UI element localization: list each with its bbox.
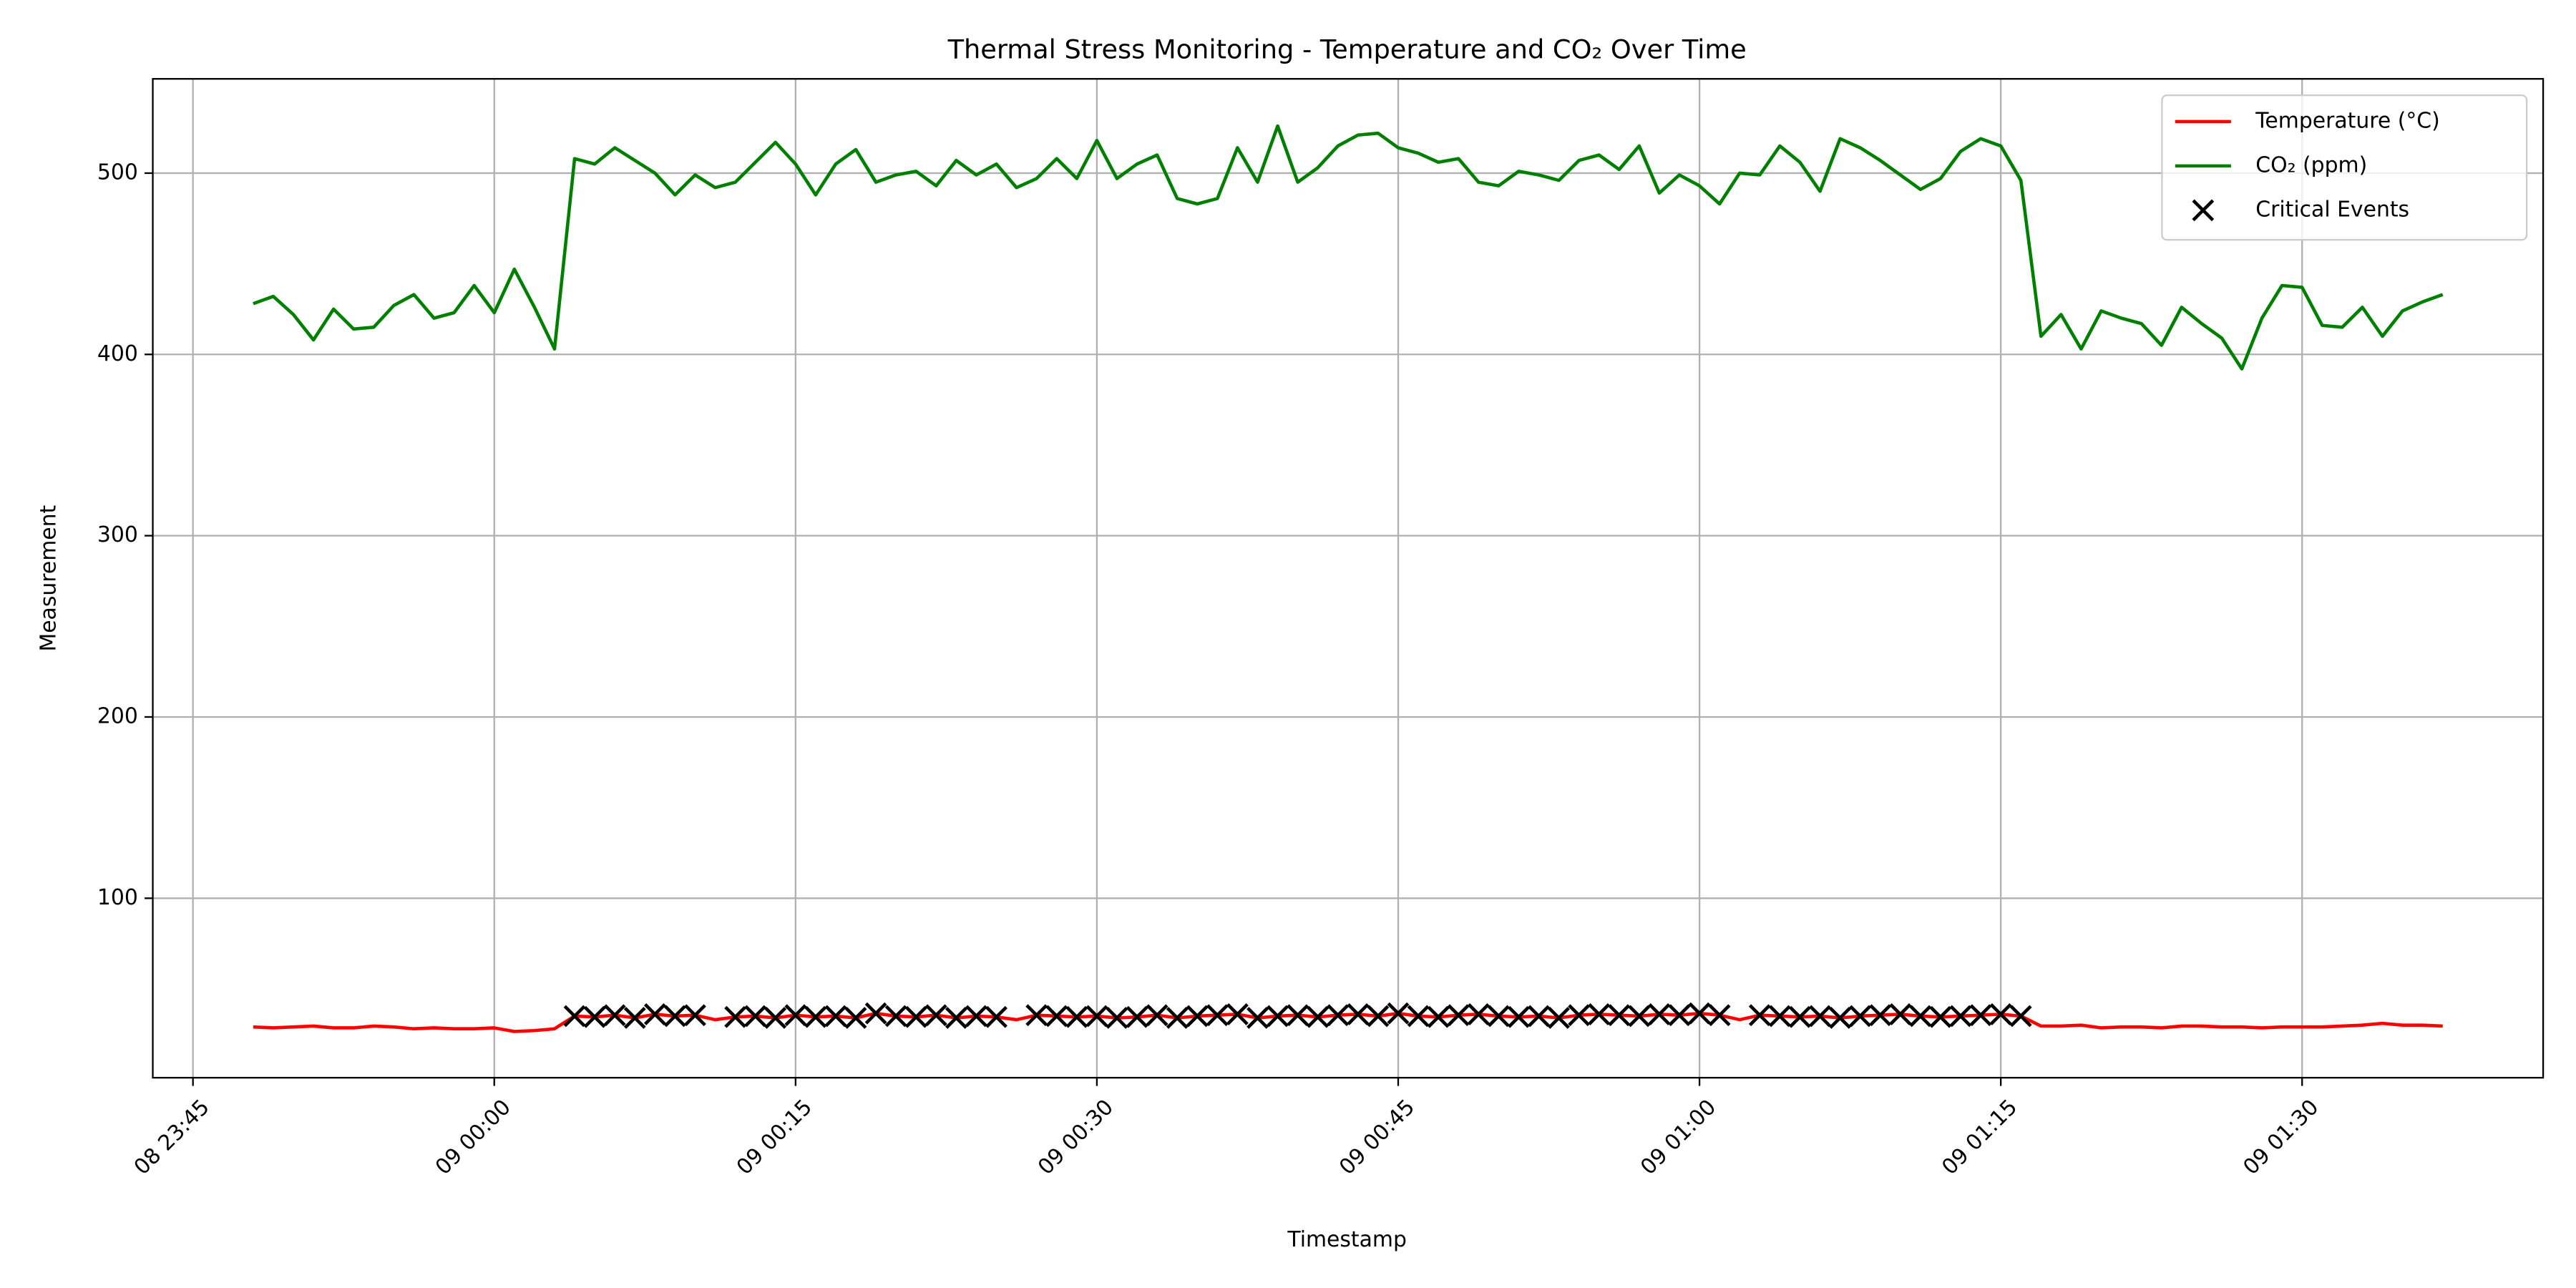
event-marker	[1206, 1004, 1229, 1027]
event-marker	[623, 1007, 646, 1029]
y-tick-label: 100	[97, 885, 138, 910]
event-marker	[884, 1005, 907, 1028]
plot-frame	[152, 78, 2545, 1079]
event-marker	[1849, 1005, 1872, 1028]
event-marker	[904, 1005, 927, 1028]
data-line	[253, 1011, 2443, 1033]
event-marker	[1809, 1005, 1831, 1028]
event-marker	[1628, 1005, 1651, 1028]
y-tick-label: 200	[97, 703, 138, 728]
event-marker	[924, 1004, 947, 1027]
event-marker	[1246, 1007, 1269, 1029]
event-marker	[1568, 1004, 1591, 1027]
y-axis-label: Measurement	[36, 505, 61, 652]
event-marker	[1287, 1004, 1309, 1027]
event-marker	[1929, 1005, 1952, 1028]
event-marker	[1025, 1004, 1048, 1027]
chart-title: Thermal Stress Monitoring - Temperature …	[947, 34, 1747, 65]
event-marker	[1829, 1007, 1851, 1029]
event-marker	[2009, 1005, 2032, 1028]
event-marker	[563, 1005, 586, 1028]
event-marker	[1889, 1003, 1912, 1025]
event-marker	[985, 1005, 1008, 1028]
event-marker	[603, 1004, 626, 1027]
event-marker	[1668, 1004, 1691, 1027]
event-marker	[663, 1005, 686, 1028]
event-marker	[844, 1007, 867, 1029]
event-marker	[1588, 1003, 1611, 1025]
legend-label: Temperature (°C)	[2255, 108, 2439, 133]
event-marker	[1447, 1004, 1470, 1027]
event-marker	[744, 1005, 767, 1028]
event-marker	[583, 1005, 606, 1028]
event-marker	[1186, 1005, 1209, 1028]
y-tick-label: 300	[97, 522, 138, 547]
event-marker	[1327, 1004, 1350, 1027]
event-marker	[1909, 1005, 1932, 1028]
event-marker	[1065, 1005, 1088, 1028]
legend-marker	[2192, 199, 2215, 222]
event-marker	[1748, 1004, 1771, 1027]
event-marker	[784, 1004, 807, 1027]
event-marker	[1367, 1005, 1390, 1028]
event-marker	[643, 1003, 666, 1025]
event-marker	[1688, 1002, 1711, 1025]
event-marker	[1708, 1004, 1731, 1027]
event-marker	[1548, 1007, 1570, 1029]
event-marker	[684, 1004, 706, 1027]
event-marker	[1106, 1007, 1128, 1029]
event-marker	[1648, 1003, 1671, 1025]
event-marker	[1508, 1005, 1530, 1028]
event-marker	[1989, 1003, 2012, 1025]
event-marker	[1166, 1007, 1189, 1029]
event-marker	[1487, 1005, 1510, 1028]
event-marker	[1226, 1003, 1249, 1025]
event-marker	[1969, 1004, 1992, 1027]
event-marker	[1869, 1004, 1892, 1027]
event-marker	[945, 1007, 967, 1029]
event-marker	[1045, 1005, 1068, 1028]
event-marker	[724, 1005, 747, 1028]
event-marker	[965, 1005, 987, 1028]
event-marker	[1126, 1005, 1148, 1028]
event-marker	[1267, 1005, 1289, 1028]
event-marker	[824, 1005, 847, 1028]
event-marker	[1608, 1004, 1631, 1027]
legend-box	[2161, 94, 2528, 241]
event-marker	[1387, 1002, 1410, 1025]
event-marker	[1949, 1005, 1972, 1028]
event-marker	[1407, 1005, 1430, 1028]
y-tick-label: 500	[97, 160, 138, 185]
event-marker	[1347, 1003, 1370, 1025]
event-marker	[804, 1005, 827, 1028]
event-marker	[1307, 1005, 1330, 1028]
legend-label: CO₂ (ppm)	[2255, 152, 2367, 177]
legend: Temperature (°C) CO₂ (ppm) Critical Events	[2161, 94, 2528, 241]
event-marker	[1146, 1004, 1169, 1027]
x-axis-label: Timestamp	[1287, 1227, 1407, 1252]
event-marker	[1427, 1005, 1450, 1028]
event-marker	[1467, 1003, 1490, 1025]
event-marker	[864, 1002, 887, 1025]
event-marker	[1789, 1005, 1811, 1028]
event-marker	[764, 1007, 787, 1029]
event-marker	[1528, 1005, 1550, 1028]
event-marker	[1768, 1005, 1791, 1028]
data-line	[253, 124, 2444, 371]
legend-label: Critical Events	[2255, 197, 2409, 222]
event-marker	[1085, 1005, 1108, 1028]
y-tick-label: 400	[97, 341, 138, 366]
